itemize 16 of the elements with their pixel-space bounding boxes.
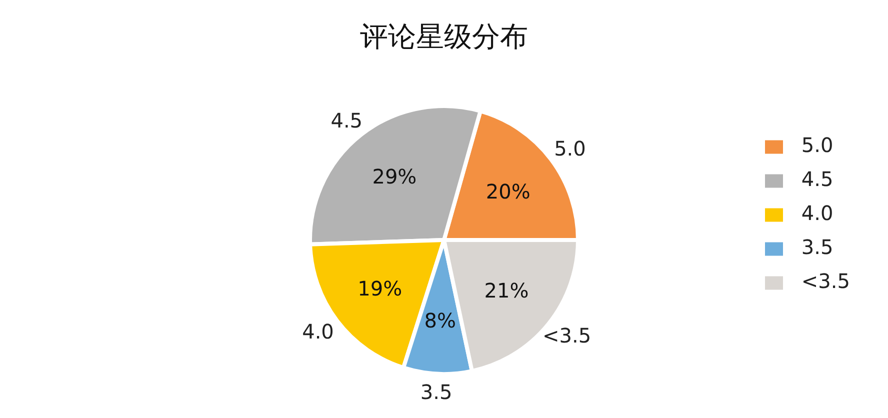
legend-label: 4.0 [801,201,834,225]
slice-label: 4.0 [302,320,334,344]
slice-label: 4.5 [330,108,363,132]
legend-label: <3.5 [801,269,850,293]
data-label: 21% [484,278,529,303]
slice-label: 3.5 [420,380,452,404]
legend-label: 4.5 [801,167,834,191]
legend-label: 5.0 [801,133,834,157]
data-label: 8% [424,308,456,332]
slice-label: <3.5 [542,324,592,348]
chart-title: 评论星级分布 [359,19,529,55]
legend-label: 3.5 [801,235,834,259]
data-label: 20% [486,179,530,204]
data-label: 19% [358,276,402,301]
slice-label: 5.0 [554,136,586,160]
data-label: 29% [372,164,417,189]
